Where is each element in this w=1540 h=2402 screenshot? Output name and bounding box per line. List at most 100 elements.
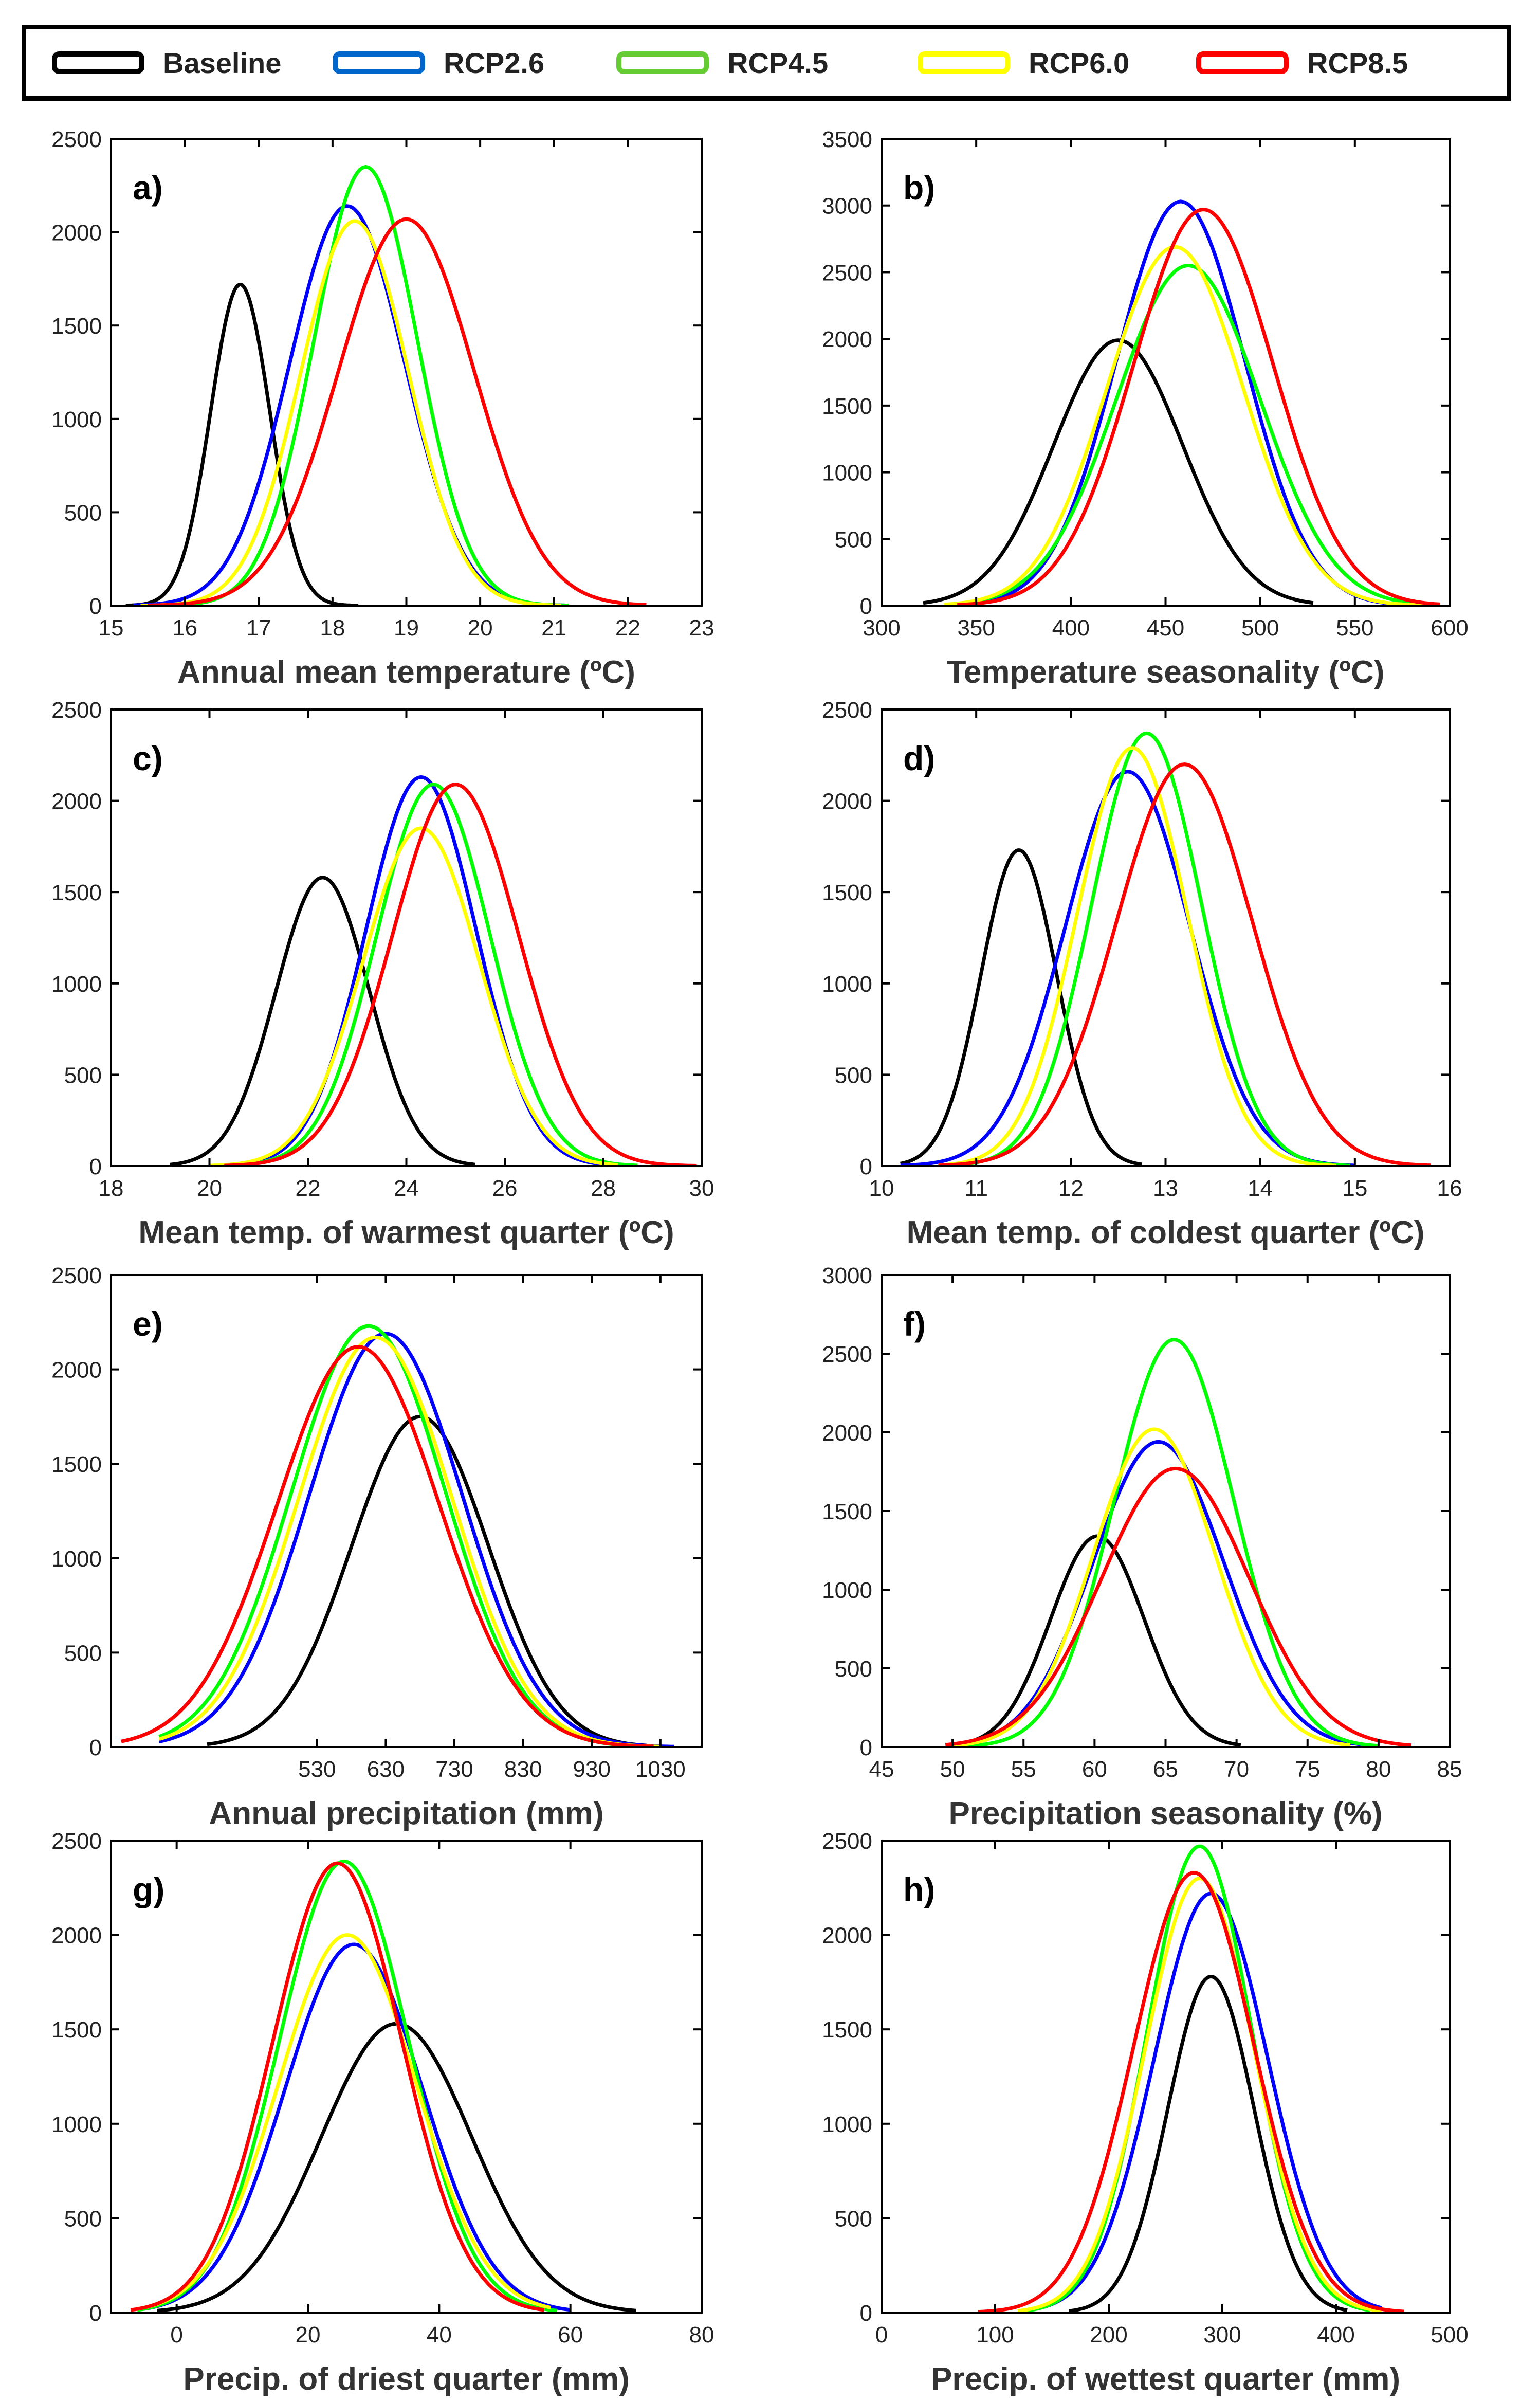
- panel-g-ytick-label: 1000: [51, 2112, 102, 2137]
- panel-f-xtick-label: 80: [1366, 1757, 1391, 1782]
- panel-b-xtick-label: 500: [1241, 615, 1279, 641]
- panel-f-letter: f): [903, 1305, 926, 1343]
- panel-a-xtick-label: 19: [394, 615, 419, 641]
- panel-d-curves: [900, 731, 1431, 1166]
- panel-h-xlabel: Precip. of wettest quarter (mm): [931, 2361, 1400, 2397]
- panel-f-xtick-label: 75: [1295, 1757, 1320, 1782]
- panel-a-curves: [125, 165, 647, 606]
- panel-g-ytick-label: 500: [64, 2206, 102, 2231]
- panel-d-series-baseline: [900, 848, 1143, 1166]
- panel-g-xtick-label: 0: [170, 2322, 182, 2348]
- panel-a-xtick-label: 18: [320, 615, 345, 641]
- panel-g-curves: [130, 1859, 636, 2313]
- panel-d-xtick-label: 16: [1437, 1176, 1462, 1201]
- panel-e-xtick-label: 730: [435, 1757, 473, 1782]
- panel-g-axes-box: [110, 1840, 703, 2314]
- panel-h-series-rcp6-0: [1017, 1876, 1382, 2313]
- panel-a-xtick-label: 17: [246, 615, 271, 641]
- panel-c-series-baseline: [170, 876, 475, 1166]
- legend-item-rcp45: RCP4.5: [616, 29, 828, 96]
- panel-f-series-rcp8-5: [945, 1466, 1411, 1747]
- panel-a-ytick-label: 0: [89, 594, 102, 619]
- legend-label-baseline: Baseline: [163, 46, 282, 79]
- panel-f-xtick-label: 50: [940, 1757, 965, 1782]
- panel-f-xtick-label: 45: [869, 1757, 894, 1782]
- panel-d-xtick-label: 13: [1153, 1176, 1178, 1201]
- panel-g-series-rcp6-0: [137, 1933, 552, 2311]
- panel-c-axes-box: [110, 708, 703, 1167]
- panel-c-xtick-label: 26: [492, 1176, 518, 1201]
- panel-b-series-rcp8-5: [957, 208, 1440, 606]
- panel-f-curves: [945, 1338, 1411, 1747]
- panel-e-series-rcp6-0: [158, 1335, 661, 1747]
- panel-e-ytick-label: 2000: [51, 1358, 102, 1383]
- panel-b-ytick-label: 1500: [822, 394, 872, 419]
- panel-a-xtick-label: 23: [689, 615, 714, 641]
- panel-g-letter: g): [133, 1870, 164, 1908]
- panel-g-xtick-label: 40: [427, 2322, 452, 2348]
- legend-item-baseline: Baseline: [52, 29, 281, 96]
- panel-g-ytick-label: 1500: [51, 2017, 102, 2043]
- panel-c-ytick-label: 2000: [51, 789, 102, 814]
- panel-e-xtick-label: 830: [504, 1757, 542, 1782]
- panel-d-ytick-label: 0: [860, 1154, 872, 1179]
- panel-e-ytick-label: 0: [89, 1735, 102, 1760]
- legend-label-rcp26: RCP2.6: [444, 46, 545, 79]
- legend-swatch-rcp26: [333, 51, 425, 74]
- panel-d-ytick-label: 1500: [822, 880, 872, 905]
- panel-e-ytick-label: 2500: [51, 1263, 102, 1288]
- panel-d-series-rcp4-5: [938, 731, 1350, 1166]
- panel-c-ytick-label: 2500: [51, 698, 102, 723]
- panel-e-letter: e): [133, 1305, 163, 1343]
- panel-a-series-rcp8-5: [148, 217, 647, 606]
- panel-c-xtick-label: 22: [296, 1176, 321, 1201]
- panel-b-letter: b): [903, 169, 935, 207]
- panel-a-xtick-label: 16: [172, 615, 197, 641]
- panel-e-xlabel: Annual precipitation (mm): [209, 1796, 603, 1831]
- panel-h-ytick-label: 2500: [822, 1829, 872, 1854]
- panel-f-ytick-label: 1000: [822, 1578, 872, 1603]
- panel-a-series-baseline: [125, 282, 359, 606]
- panel-g-series-rcp4-5: [137, 1859, 558, 2313]
- panel-a-xtick-label: 15: [99, 615, 124, 641]
- panel-h-xtick-label: 200: [1090, 2322, 1127, 2348]
- panel-c-ytick-label: 1500: [51, 880, 102, 905]
- panel-b-xlabel: Temperature seasonality (ºC): [947, 654, 1385, 690]
- panel-a-letter: a): [133, 169, 163, 207]
- panel-c-xtick-label: 30: [689, 1176, 714, 1201]
- panel-b-series-rcp2-6: [944, 199, 1437, 606]
- panel-a-xtick-label: 21: [541, 615, 566, 641]
- legend-swatch-rcp60: [918, 51, 1010, 74]
- panel-f-series-baseline: [952, 1534, 1241, 1747]
- panel-c-ytick-label: 500: [64, 1063, 102, 1088]
- panel-d-xtick-label: 14: [1248, 1176, 1273, 1201]
- panel-h-xtick-label: 0: [875, 2322, 888, 2348]
- panel-f-ytick-label: 500: [835, 1657, 872, 1682]
- panel-b-xtick-label: 600: [1431, 615, 1468, 641]
- panel-e-ytick-label: 500: [64, 1641, 102, 1666]
- legend-swatch-baseline: [52, 51, 144, 74]
- panel-a-xtick-label: 20: [468, 615, 493, 641]
- panel-b-ytick-label: 2000: [822, 327, 872, 352]
- panel-f-xtick-label: 60: [1082, 1757, 1107, 1782]
- panel-c-ytick-label: 1000: [51, 972, 102, 997]
- panel-b-ytick-label: 3000: [822, 194, 872, 219]
- panel-c-series-rcp4-5: [209, 783, 638, 1166]
- panel-d-xtick-label: 10: [869, 1176, 894, 1201]
- panel-c-series-rcp2-6: [209, 775, 633, 1166]
- panel-d-series-rcp6-0: [938, 746, 1336, 1166]
- panel-f-xtick-label: 85: [1437, 1757, 1462, 1782]
- panel-e-xtick-label: 930: [573, 1757, 611, 1782]
- panel-b-ytick-label: 500: [835, 527, 872, 552]
- legend: Baseline RCP2.6 RCP4.5 RCP6.0 RCP8.5: [22, 25, 1511, 101]
- panel-d: 0 500 1000 1500 2000 2500 10 11 12 13 14 15 16 d) Mean…: [822, 698, 1462, 1250]
- legend-item-rcp85: RCP8.5: [1196, 29, 1408, 96]
- panel-e-series-rcp2-6: [158, 1332, 674, 1747]
- panel-e-series-rcp4-5: [158, 1324, 654, 1747]
- panel-c-xlabel: Mean temp. of warmest quarter (ºC): [138, 1215, 674, 1250]
- panel-e-xtick-label: 630: [367, 1757, 405, 1782]
- panel-d-ytick-label: 500: [835, 1063, 872, 1088]
- legend-label-rcp60: RCP6.0: [1029, 46, 1130, 79]
- panel-h-xtick-label: 100: [976, 2322, 1014, 2348]
